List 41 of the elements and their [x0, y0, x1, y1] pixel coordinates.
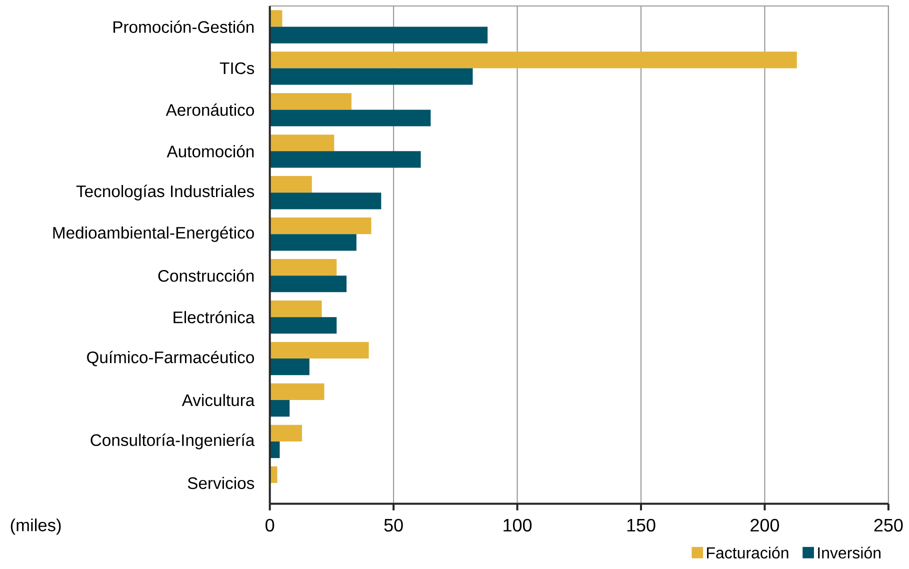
- bar: [270, 425, 302, 442]
- x-tick-label: 100: [504, 519, 532, 532]
- bar: [270, 300, 322, 318]
- bar: [270, 151, 421, 168]
- y-tick-label: TICs: [220, 62, 254, 74]
- y-tick-label: Electrónica: [174, 311, 255, 324]
- bar: [270, 342, 369, 359]
- y-tick-label: Promoción-Gestión: [113, 20, 254, 34]
- bar: [270, 110, 431, 126]
- y-tick-label: Servicios: [188, 477, 254, 490]
- bar: [270, 176, 312, 193]
- x-tick-label: 250: [874, 519, 903, 532]
- bar: [270, 400, 290, 417]
- bar: [270, 384, 324, 400]
- y-tick-label: Construcción: [158, 270, 254, 282]
- bar: [270, 218, 372, 234]
- bar: [270, 68, 473, 85]
- bar: [270, 358, 310, 376]
- bar: [270, 259, 337, 276]
- y-tick-label: Medioambiental-Energético: [53, 226, 254, 242]
- bar: [270, 134, 334, 152]
- x-tick-label: 200: [750, 519, 780, 532]
- y-tick-label: Tecnologías Industriales: [76, 184, 254, 201]
- x-tick-label: 50: [384, 519, 403, 532]
- bar: [270, 52, 797, 68]
- bar: [270, 234, 356, 251]
- legend-label: Facturación: [707, 546, 788, 559]
- y-tick-label: Avicultura: [182, 394, 255, 406]
- bar: [270, 26, 488, 44]
- y-tick-label: Consultoría-Ingeniería: [90, 434, 255, 450]
- bar: [270, 317, 337, 334]
- text: (miles): [10, 518, 61, 535]
- bar: [270, 192, 382, 210]
- y-tick-label: Aeronáutico: [166, 104, 254, 116]
- y-tick-label: Químico-Farmacéutico: [87, 351, 254, 366]
- x-tick-label: 0: [266, 519, 274, 532]
- bar: [270, 276, 347, 292]
- legend-label: Inversión: [818, 546, 880, 559]
- x-tick-label: 150: [627, 519, 656, 532]
- y-tick-label: Automoción: [166, 145, 254, 158]
- bar: [270, 93, 352, 110]
